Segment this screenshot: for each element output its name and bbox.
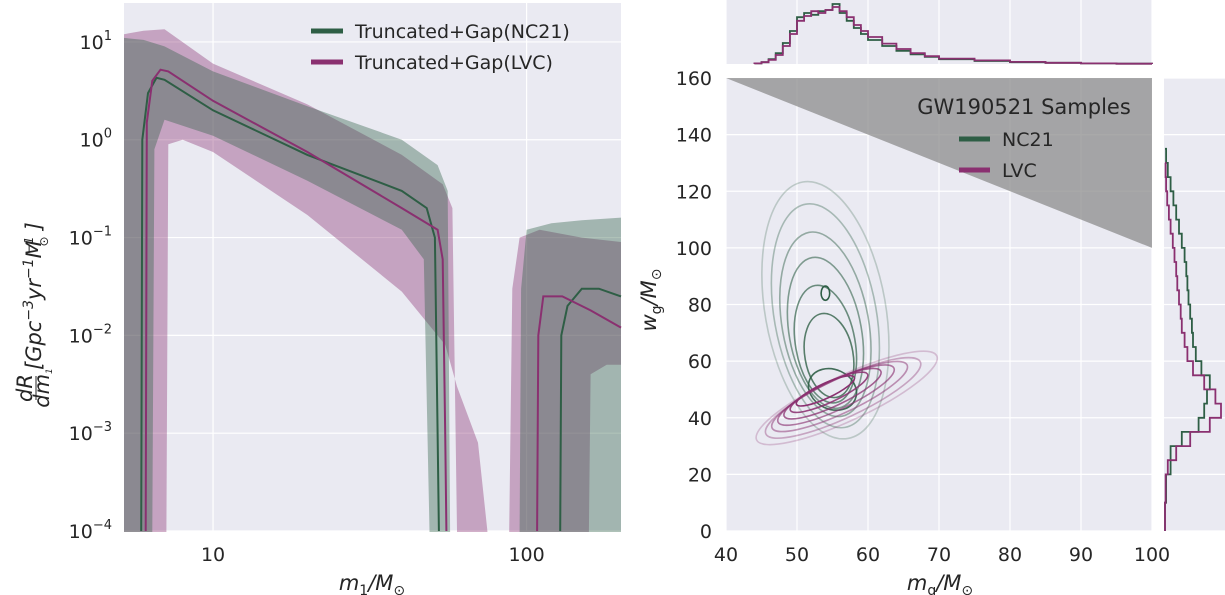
gap-band-nc21: [519, 217, 621, 532]
right-marginal-histograms: [1164, 147, 1222, 531]
right-y-tick-7: 140: [676, 125, 712, 147]
excluded-region: [726, 78, 1152, 248]
left-y-tick-3: 10−2: [69, 322, 112, 347]
median-gap-line-lvc: [536, 295, 622, 532]
right-x-tick-0: 40: [714, 544, 738, 566]
contour-nc21-5: [803, 312, 855, 399]
left-legend: Truncated+Gap(NC21) Truncated+Gap(LVC): [311, 21, 570, 74]
right-y-tick-6: 120: [676, 181, 712, 203]
contour-nc21-4: [793, 284, 858, 404]
left-y-tick-0: 101: [80, 29, 112, 54]
kde-contours: [755, 180, 939, 446]
right-y-tick-4: 80: [688, 295, 712, 317]
left-y-axis-label: dR dm1 [Gpc−3yr−1M−1⊙]: [13, 222, 55, 408]
contour-nc21-3: [786, 256, 865, 410]
contour-nc21-2: [778, 231, 872, 418]
right-y-tick-1: 20: [688, 464, 712, 486]
top-marginal-histograms: [753, 3, 1153, 65]
right-y-tick-3: 60: [688, 351, 712, 373]
right-y-tick-labels: 0 20 40 60 80 100 120 140 160: [676, 68, 712, 543]
right-y-tick-5: 100: [676, 238, 712, 260]
legend-title: GW190521 Samples: [917, 95, 1131, 119]
left-y-tick-4: 10−3: [69, 420, 112, 445]
left-y-tick-labels: 101 100 10−1 10−2 10−3 10−4: [69, 29, 112, 543]
right-grid: [725, 0, 1225, 532]
left-x-tick-labels: 10 100: [201, 544, 545, 566]
band-nc21: [124, 37, 451, 533]
left-y-tick-1: 100: [80, 127, 112, 152]
median-gap-line-nc21: [559, 287, 622, 532]
right-x-tick-1: 50: [785, 544, 809, 566]
right-y-tick-2: 40: [688, 408, 712, 430]
left-x-tick-1: 100: [508, 544, 544, 566]
right-x-tick-6: 100: [1134, 544, 1170, 566]
left-x-axis-label: m1/M⊙: [339, 571, 405, 595]
legend-entry-nc21-right: NC21: [1002, 129, 1054, 151]
contour-nc21-0: [761, 180, 890, 440]
right-x-tick-5: 90: [1069, 544, 1093, 566]
right-x-tick-2: 60: [856, 544, 880, 566]
contour-lvc-6: [795, 375, 856, 407]
legend-entry-lvc: Truncated+Gap(LVC): [354, 52, 553, 74]
right-x-axis-label: mg/M⊙: [907, 571, 973, 595]
right-chart: 40 50 60 70 80 90 100 0 20 40 60 80 100 120 140 160 GW…: [637, 0, 1225, 595]
median-line-lvc: [144, 68, 448, 532]
band-lvc: [124, 29, 488, 532]
contour-nc21-6: [807, 367, 858, 411]
legend-entry-nc21: Truncated+Gap(NC21): [354, 21, 570, 43]
y-label-fraction-denominator: dm1: [30, 368, 55, 408]
legend-entry-lvc-right: LVC: [1002, 160, 1037, 182]
left-chart: 10 100 101 100 10−1 10−2 10−3 10−4 Truncated+G…: [13, 3, 622, 595]
marginal-x-lvc: [753, 6, 1153, 65]
left-median-lines: [140, 68, 622, 532]
y-label-fraction-numerator: dR: [13, 374, 37, 402]
median-line-nc21: [140, 76, 440, 532]
right-x-tick-3: 70: [927, 544, 951, 566]
right-y-tick-0: 0: [700, 521, 712, 543]
right-y-axis-label: wg/M⊙: [637, 268, 665, 331]
right-x-tick-4: 80: [998, 544, 1022, 566]
right-x-tick-labels: 40 50 60 70 80 90 100: [714, 544, 1170, 566]
contour-nc21-7: [820, 285, 831, 302]
left-y-tick-5: 10−4: [69, 518, 112, 543]
left-x-tick-0: 10: [201, 544, 225, 566]
left-y-tick-2: 10−1: [69, 225, 112, 250]
marginal-y-lvc: [1164, 162, 1222, 531]
y-label-body: [Gpc−3yr−1M−1⊙]: [21, 222, 51, 370]
right-y-tick-8: 160: [676, 68, 712, 90]
right-legend: GW190521 Samples NC21 LVC: [917, 95, 1131, 182]
contour-nc21-1: [770, 203, 881, 429]
